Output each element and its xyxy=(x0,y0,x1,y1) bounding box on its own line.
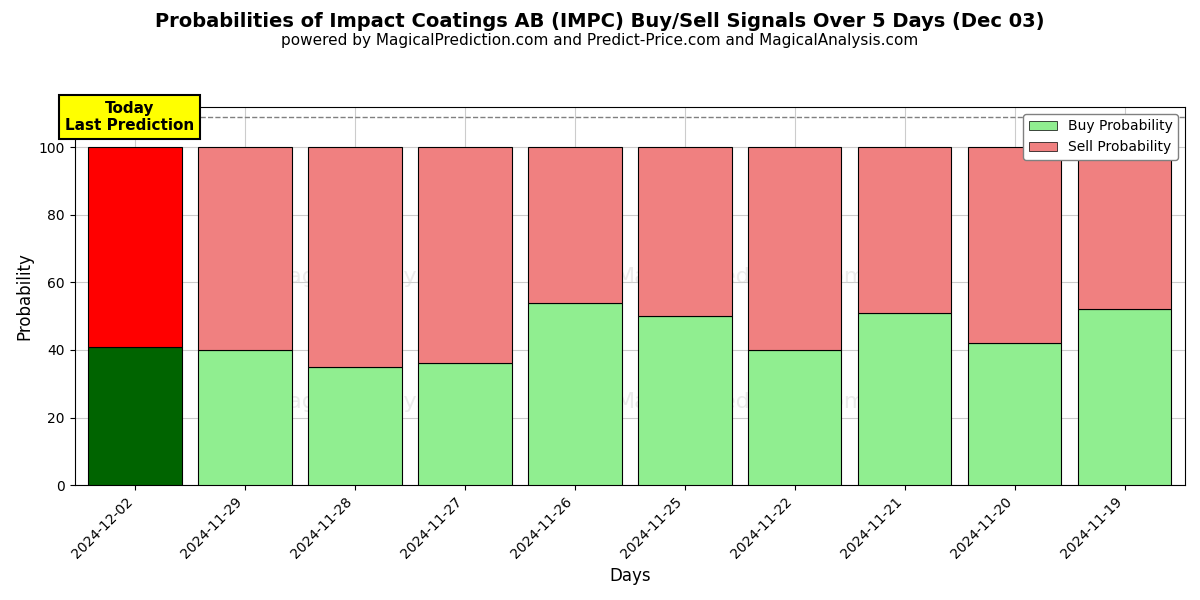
Bar xyxy=(858,313,952,485)
Bar xyxy=(968,343,1061,485)
Text: Probabilities of Impact Coatings AB (IMPC) Buy/Sell Signals Over 5 Days (Dec 03): Probabilities of Impact Coatings AB (IMP… xyxy=(155,12,1045,31)
Legend: Buy Probability, Sell Probability: Buy Probability, Sell Probability xyxy=(1024,114,1178,160)
Text: MagicalPrediction.com: MagicalPrediction.com xyxy=(616,392,866,412)
Bar xyxy=(748,148,841,350)
Bar xyxy=(89,148,182,347)
Bar xyxy=(1078,148,1171,310)
Bar xyxy=(1078,310,1171,485)
Bar xyxy=(968,148,1061,343)
Text: MagicalPrediction.com: MagicalPrediction.com xyxy=(616,267,866,287)
Bar xyxy=(308,367,402,485)
Bar xyxy=(308,148,402,367)
Text: powered by MagicalPrediction.com and Predict-Price.com and MagicalAnalysis.com: powered by MagicalPrediction.com and Pre… xyxy=(281,33,919,48)
Bar xyxy=(198,350,292,485)
Y-axis label: Probability: Probability xyxy=(16,252,34,340)
Bar xyxy=(89,347,182,485)
Bar xyxy=(748,350,841,485)
Bar xyxy=(528,303,622,485)
Bar xyxy=(419,148,511,364)
Bar xyxy=(638,316,732,485)
Text: Today
Last Prediction: Today Last Prediction xyxy=(65,101,194,133)
Bar xyxy=(419,364,511,485)
Bar xyxy=(198,148,292,350)
Bar xyxy=(858,148,952,313)
Text: MagicalAnalysis.com: MagicalAnalysis.com xyxy=(270,392,502,412)
X-axis label: Days: Days xyxy=(610,567,650,585)
Text: MagicalAnalysis.com: MagicalAnalysis.com xyxy=(270,267,502,287)
Bar xyxy=(638,148,732,316)
Bar xyxy=(528,148,622,303)
